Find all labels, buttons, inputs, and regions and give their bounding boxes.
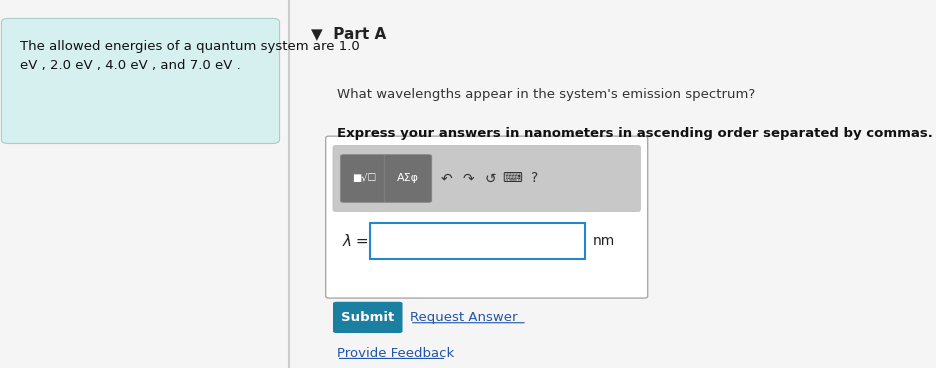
FancyBboxPatch shape	[326, 136, 648, 298]
Text: ?: ?	[531, 171, 538, 185]
Text: The allowed energies of a quantum system are 1.0
eV , 2.0 eV , 4.0 eV , and 7.0 : The allowed energies of a quantum system…	[20, 40, 359, 72]
Text: Provide Feedback: Provide Feedback	[337, 347, 454, 360]
FancyBboxPatch shape	[2, 18, 280, 144]
Text: Request Answer: Request Answer	[410, 311, 518, 324]
Text: ↷: ↷	[462, 171, 475, 185]
FancyBboxPatch shape	[384, 155, 431, 202]
Text: Express your answers in nanometers in ascending order separated by commas.: Express your answers in nanometers in as…	[337, 127, 932, 140]
FancyBboxPatch shape	[370, 223, 586, 259]
Text: ↺: ↺	[485, 171, 496, 185]
Text: Submit: Submit	[341, 311, 394, 324]
Text: AΣφ: AΣφ	[397, 173, 419, 184]
Text: nm: nm	[592, 234, 615, 248]
Text: What wavelengths appear in the system's emission spectrum?: What wavelengths appear in the system's …	[337, 88, 755, 101]
Text: ■√☐: ■√☐	[352, 173, 376, 184]
Text: λ =: λ =	[343, 234, 369, 248]
FancyBboxPatch shape	[333, 145, 640, 212]
FancyBboxPatch shape	[341, 155, 388, 202]
Text: ↶: ↶	[441, 171, 452, 185]
Text: ⌨: ⌨	[503, 171, 522, 185]
Text: ▼  Part A: ▼ Part A	[311, 26, 387, 41]
FancyBboxPatch shape	[333, 302, 402, 333]
